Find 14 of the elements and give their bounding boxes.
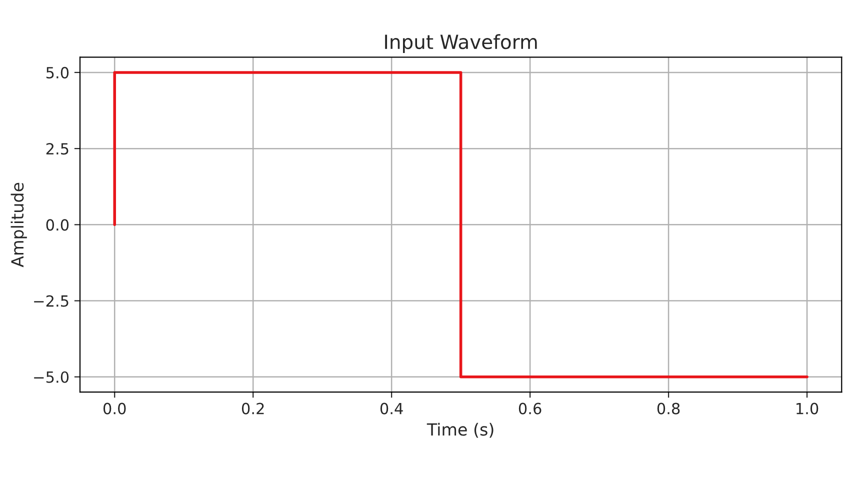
x-tick-label: 0.0 (103, 402, 126, 414)
x-tick-label: 0.4 (380, 402, 403, 414)
x-tick-label: 0.2 (242, 402, 264, 414)
y-tick-label: 0.0 (46, 219, 69, 231)
y-axis-title: Amplitude (10, 182, 27, 268)
x-tick-label: 0.6 (518, 402, 542, 414)
y-tick-label: 2.5 (46, 143, 68, 155)
x-axis-title: Time (s) (426, 422, 494, 438)
x-tick-label: 1.0 (796, 402, 818, 414)
y-tick-label: −2.5 (34, 295, 68, 307)
y-tick-label: −5.0 (34, 371, 69, 383)
x-tick-label: 0.8 (657, 402, 680, 414)
y-tick-label: 5.0 (46, 66, 69, 78)
chart-title: Input Waveform (385, 34, 537, 53)
